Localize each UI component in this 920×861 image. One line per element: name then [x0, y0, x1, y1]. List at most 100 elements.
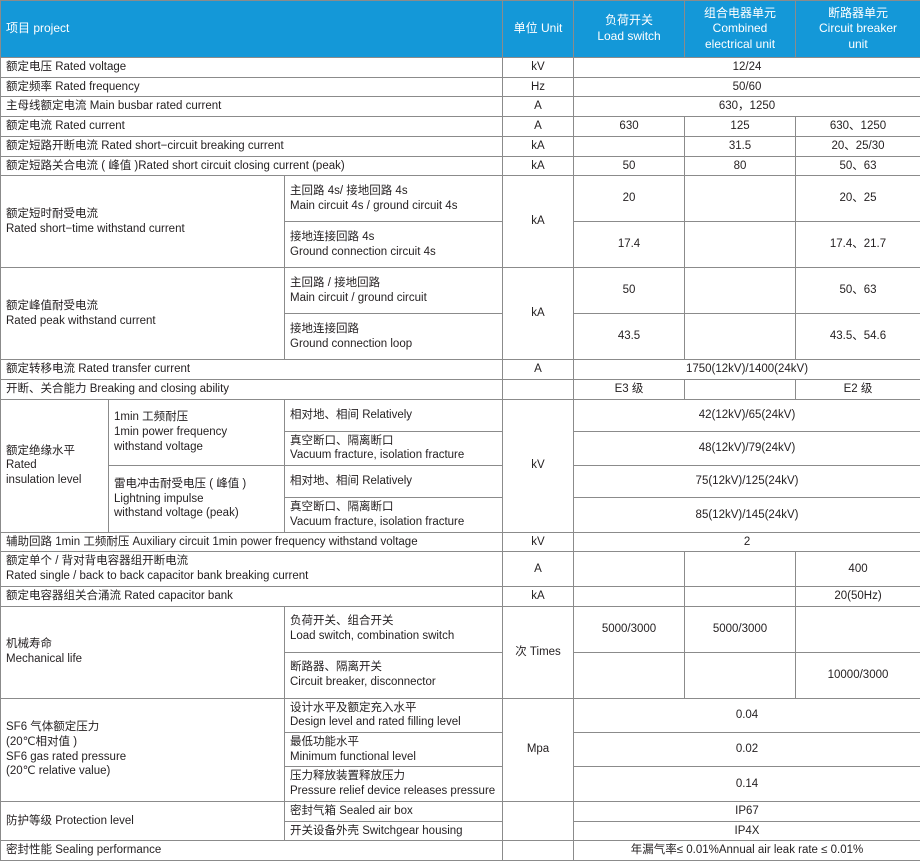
row-label-main-busbar: 主母线额定电流 Main busbar rated current: [1, 97, 503, 117]
sub-label-sf6-minimum-level-cn: 最低功能水平: [290, 735, 497, 750]
row-label-short-circuit-breaking: 额定短路开断电流 Rated short−circuit breaking cu…: [1, 136, 503, 156]
row-label-capacitor-breaking-en: Rated single / back to back capacitor ba…: [6, 569, 497, 584]
unit-transfer-current: A: [503, 360, 574, 380]
row-label-breaking-closing-ability: 开断、关合能力 Breaking and closing ability: [1, 380, 503, 400]
table-row: 开断、关合能力 Breaking and closing ability E3 …: [1, 380, 920, 400]
row-label-transfer-current: 额定转移电流 Rated transfer current: [1, 360, 503, 380]
unit-peak-withstand: kA: [503, 268, 574, 360]
row-label-sealing-performance: 密封性能 Sealing performance: [1, 841, 503, 861]
row-label-insulation-level-cn: 额定绝缘水平: [6, 444, 103, 459]
group-label-power-frequency-cn: 1min 工频耐压: [114, 410, 279, 425]
header-breaker-cn: 断路器单元: [801, 6, 915, 22]
sub-label-sf6-relief-pressure-en: Pressure relief device releases pressure: [290, 784, 497, 799]
value-short-time-main-load: 20: [574, 176, 685, 222]
sub-label-sf6-minimum-level-en: Minimum functional level: [290, 750, 497, 765]
header-breaker-unit: 断路器单元 Circuit breaker unit: [796, 1, 920, 58]
value-pf-relatively: 42(12kV)/65(24kV): [574, 399, 920, 431]
unit-sealing-performance: [503, 841, 574, 861]
value-breaking-closing-breaker: E2 级: [796, 380, 920, 400]
row-label-peak-withstand-cn: 额定峰值耐受电流: [6, 299, 279, 314]
value-mech-load-switch-load: 5000/3000: [574, 606, 685, 652]
header-breaker-en2: unit: [801, 37, 915, 53]
sub-label-short-time-ground-circuit: 接地连接回路 4s Ground connection circuit 4s: [285, 222, 503, 268]
row-label-capacitor-breaking: 额定单个 / 背对背电容器组开断电流 Rated single / back t…: [1, 552, 503, 586]
value-capacitor-bank-load: [574, 586, 685, 606]
table-row: 额定电容器组关合涌流 Rated capacitor bank kA 20(50…: [1, 586, 920, 606]
sub-label-peak-main-circuit: 主回路 / 接地回路 Main circuit / ground circuit: [285, 268, 503, 314]
sub-label-li-vacuum-fracture: 真空断口、隔离断口 Vacuum fracture, isolation fra…: [285, 498, 503, 532]
value-short-circuit-closing-load: 50: [574, 156, 685, 176]
row-label-mechanical-life-en: Mechanical life: [6, 652, 279, 667]
sub-label-mech-load-switch: 负荷开关、组合开关 Load switch, combination switc…: [285, 606, 503, 652]
table-row: 额定电压 Rated voltage kV 12/24: [1, 58, 920, 78]
value-rated-current-breaker: 630、1250: [796, 117, 920, 137]
value-peak-ground-breaker: 43.5、54.6: [796, 314, 920, 360]
sub-label-mech-circuit-breaker-cn: 断路器、隔离开关: [290, 660, 497, 675]
row-label-short-time-withstand: 额定短时耐受电流 Rated short−time withstand curr…: [1, 176, 285, 268]
header-combined-en2: electrical unit: [690, 37, 790, 53]
sub-label-mech-circuit-breaker-en: Circuit breaker, disconnector: [290, 675, 497, 690]
value-sealed-air-box: IP67: [574, 801, 920, 821]
value-rated-current-combined: 125: [685, 117, 796, 137]
value-capacitor-bank-combined: [685, 586, 796, 606]
sub-label-peak-ground-loop-en: Ground connection loop: [290, 337, 497, 352]
value-rated-frequency-all: 50/60: [574, 77, 920, 97]
sub-label-short-time-main-circuit-en: Main circuit 4s / ground circuit 4s: [290, 199, 497, 214]
table-row: SF6 气体额定压力 (20℃相对值 ) SF6 gas rated press…: [1, 698, 920, 732]
value-switchgear-housing: IP4X: [574, 821, 920, 841]
sub-label-pf-vacuum-fracture: 真空断口、隔离断口 Vacuum fracture, isolation fra…: [285, 431, 503, 465]
table-row: 防护等级 Protection level 密封气箱 Sealed air bo…: [1, 801, 920, 821]
sub-label-mech-load-switch-cn: 负荷开关、组合开关: [290, 614, 497, 629]
value-short-circuit-breaking-breaker: 20、25/30: [796, 136, 920, 156]
table-row: 额定短路关合电流 ( 峰值 )Rated short circuit closi…: [1, 156, 920, 176]
value-li-relatively: 75(12kV)/125(24kV): [574, 466, 920, 498]
table-row: 辅助回路 1min 工频耐压 Auxiliary circuit 1min po…: [1, 532, 920, 552]
table-row: 密封性能 Sealing performance 年漏气率≤ 0.01%Annu…: [1, 841, 920, 861]
unit-breaking-closing-ability: [503, 380, 574, 400]
value-sf6-design-level: 0.04: [574, 698, 920, 732]
row-label-insulation-level-en2: insulation level: [6, 473, 103, 488]
table-row: 机械寿命 Mechanical life 负荷开关、组合开关 Load swit…: [1, 606, 920, 652]
table-row: 额定单个 / 背对背电容器组开断电流 Rated single / back t…: [1, 552, 920, 586]
sub-label-li-vacuum-fracture-cn: 真空断口、隔离断口: [290, 500, 497, 515]
row-label-capacitor-breaking-cn: 额定单个 / 背对背电容器组开断电流: [6, 554, 497, 569]
unit-capacitor-breaking: A: [503, 552, 574, 586]
unit-sf6-pressure: Mpa: [503, 698, 574, 801]
value-short-circuit-breaking-combined: 31.5: [685, 136, 796, 156]
header-combined-cn: 组合电器单元: [690, 6, 790, 22]
table-body: 额定电压 Rated voltage kV 12/24 额定频率 Rated f…: [1, 58, 920, 861]
row-label-mechanical-life-cn: 机械寿命: [6, 637, 279, 652]
sub-label-li-vacuum-fracture-en: Vacuum fracture, isolation fracture: [290, 515, 497, 530]
sub-label-short-time-main-circuit: 主回路 4s/ 接地回路 4s Main circuit 4s / ground…: [285, 176, 503, 222]
value-short-circuit-closing-breaker: 50、63: [796, 156, 920, 176]
header-load-switch-cn: 负荷开关: [579, 13, 679, 29]
row-label-short-time-withstand-cn: 额定短时耐受电流: [6, 207, 279, 222]
table-row: 额定峰值耐受电流 Rated peak withstand current 主回…: [1, 268, 920, 314]
unit-rated-frequency: Hz: [503, 77, 574, 97]
value-rated-voltage-all: 12/24: [574, 58, 920, 78]
sub-label-short-time-main-circuit-cn: 主回路 4s/ 接地回路 4s: [290, 184, 497, 199]
value-peak-main-combined: [685, 268, 796, 314]
group-label-power-frequency-en2: withstand voltage: [114, 440, 279, 455]
value-transfer-current-all: 1750(12kV)/1400(24kV): [574, 360, 920, 380]
sub-label-switchgear-housing: 开关设备外壳 Switchgear housing: [285, 821, 503, 841]
unit-short-circuit-closing: kA: [503, 156, 574, 176]
unit-mechanical-life: 次 Times: [503, 606, 574, 698]
row-label-peak-withstand-en: Rated peak withstand current: [6, 314, 279, 329]
sub-label-peak-main-circuit-cn: 主回路 / 接地回路: [290, 276, 497, 291]
value-sf6-minimum-level: 0.02: [574, 732, 920, 766]
sub-label-mech-load-switch-en: Load switch, combination switch: [290, 629, 497, 644]
sub-label-peak-ground-loop: 接地连接回路 Ground connection loop: [285, 314, 503, 360]
sub-label-sf6-design-level-cn: 设计水平及额定充入水平: [290, 701, 497, 716]
sub-label-li-relatively: 相对地、相间 Relatively: [285, 466, 503, 498]
table-row: 额定短时耐受电流 Rated short−time withstand curr…: [1, 176, 920, 222]
sub-label-sf6-relief-pressure-cn: 压力释放装置释放压力: [290, 769, 497, 784]
table-row: 额定短路开断电流 Rated short−circuit breaking cu…: [1, 136, 920, 156]
value-mech-load-switch-breaker: [796, 606, 920, 652]
value-sealing-performance-all: 年漏气率≤ 0.01%Annual air leak rate ≤ 0.01%: [574, 841, 920, 861]
unit-main-busbar: A: [503, 97, 574, 117]
table-row: 额定频率 Rated frequency Hz 50/60: [1, 77, 920, 97]
table-row: 主母线额定电流 Main busbar rated current A 630，…: [1, 97, 920, 117]
sub-label-sf6-minimum-level: 最低功能水平 Minimum functional level: [285, 732, 503, 766]
sub-label-sf6-design-level-en: Design level and rated filling level: [290, 715, 497, 730]
